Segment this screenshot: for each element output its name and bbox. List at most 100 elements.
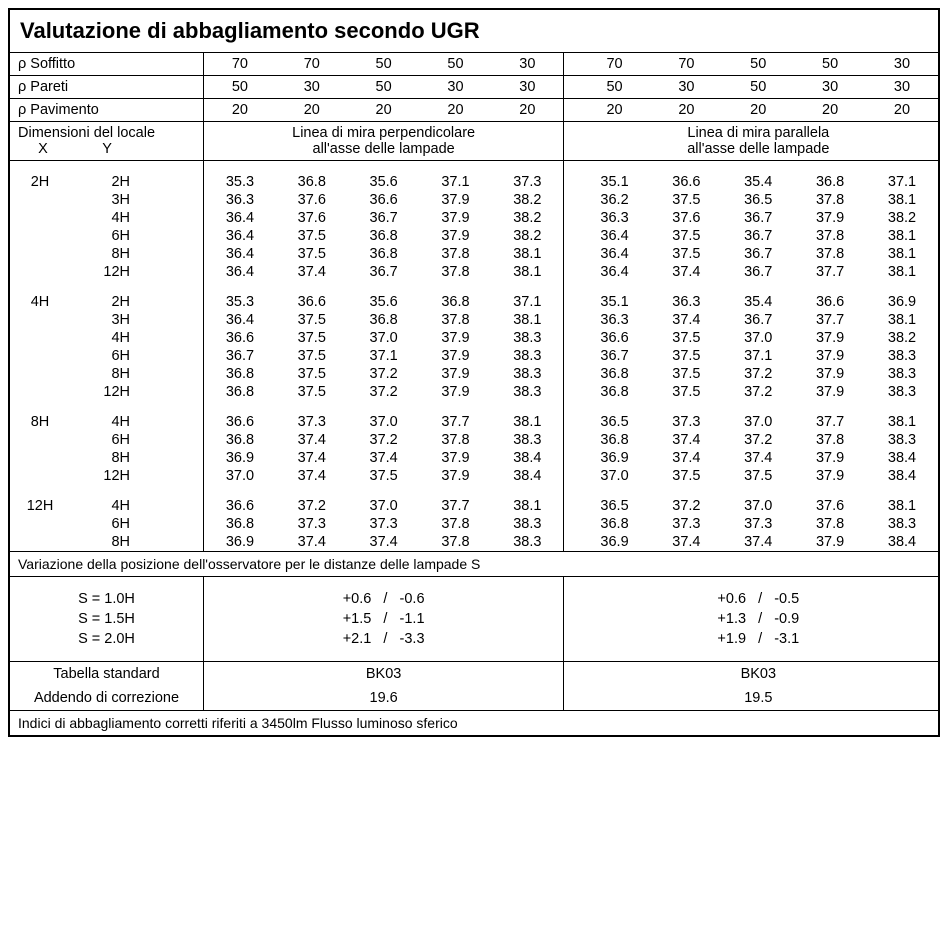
value-cell: 37.2 [348, 383, 420, 401]
gap [564, 401, 579, 413]
y-value: 12H [70, 468, 138, 484]
y-value: 6H [70, 228, 138, 244]
spacer [866, 161, 938, 174]
value-cell: 37.2 [722, 365, 794, 383]
par-line1: Linea di mira parallela [687, 125, 829, 141]
value-cell: 38.1 [491, 497, 563, 515]
value-cell: 36.6 [204, 497, 276, 515]
value-cell: 37.6 [276, 209, 348, 227]
spacer [276, 485, 348, 497]
spacer [204, 577, 276, 590]
data-row: 6H36.437.536.837.938.236.437.536.737.838… [10, 227, 938, 245]
value-cell: 37.8 [794, 191, 866, 209]
value-cell: 36.4 [204, 245, 276, 263]
cell: 20 [650, 99, 722, 122]
cell: 30 [866, 76, 938, 99]
data-row: 12H36.837.537.237.938.336.837.537.237.93… [10, 383, 938, 401]
value-cell: 36.7 [722, 311, 794, 329]
value-cell: 35.1 [579, 173, 651, 191]
y-value: 6H [70, 516, 138, 532]
spacer [10, 649, 204, 662]
value-cell: 37.9 [794, 383, 866, 401]
value-cell: 38.4 [866, 449, 938, 467]
spacer [794, 649, 866, 662]
value-cell: 37.9 [420, 329, 492, 347]
spacer [420, 577, 492, 590]
data-row: 8H36.837.537.237.938.336.837.537.237.938… [10, 365, 938, 383]
value-cell: 37.4 [276, 431, 348, 449]
gap [564, 347, 579, 365]
data-row: 12H36.437.436.737.838.136.437.436.737.73… [10, 263, 938, 281]
label-pavimento: ρ Pavimento [10, 99, 204, 122]
value-cell: 37.9 [420, 365, 492, 383]
value-cell: 35.6 [348, 173, 420, 191]
gap [564, 53, 579, 76]
value-standard-perp: BK03 [204, 662, 564, 687]
gap [564, 497, 579, 515]
par-line2: all'asse delle lampade [687, 141, 829, 157]
spacer [866, 577, 938, 590]
spacer [276, 577, 348, 590]
gap [564, 431, 579, 449]
data-row: 3H36.437.536.837.838.136.337.436.737.738… [10, 311, 938, 329]
value-cell: 36.5 [722, 191, 794, 209]
value-cell: 37.5 [276, 245, 348, 263]
row-label: 12H [10, 467, 204, 485]
value-cell: 37.7 [420, 413, 492, 431]
spacer [10, 401, 204, 413]
y-value: 4H [70, 210, 138, 226]
gap [564, 311, 579, 329]
value-cell: 37.5 [650, 365, 722, 383]
value-cell: 37.8 [420, 515, 492, 533]
s-row: S = 1.0H+0.6 / -0.6+0.6 / -0.5 [10, 589, 938, 609]
value-standard-par: BK03 [579, 662, 938, 687]
value-cell: 35.6 [348, 293, 420, 311]
data-row: 6H36.737.537.137.938.336.737.537.137.938… [10, 347, 938, 365]
row-label: 6H [10, 347, 204, 365]
value-cell: 37.2 [348, 365, 420, 383]
row-label: 6H [10, 431, 204, 449]
value-cell: 36.8 [204, 431, 276, 449]
value-cell: 37.1 [722, 347, 794, 365]
value-cell: 36.7 [722, 263, 794, 281]
spacer [276, 281, 348, 293]
s-perp: +1.5 / -1.1 [204, 609, 564, 629]
value-cell: 37.5 [348, 467, 420, 485]
footer-text: Indici di abbagliamento corretti riferit… [10, 711, 938, 736]
spacer [10, 281, 204, 293]
value-cell: 36.6 [650, 173, 722, 191]
value-cell: 36.7 [204, 347, 276, 365]
value-cell: 37.4 [650, 311, 722, 329]
value-cell: 37.8 [420, 311, 492, 329]
value-cell: 37.9 [794, 209, 866, 227]
row-label: 8H4H [10, 413, 204, 431]
value-cell: 36.4 [579, 263, 651, 281]
value-cell: 37.4 [276, 263, 348, 281]
value-cell: 37.0 [722, 329, 794, 347]
value-cell: 37.0 [204, 467, 276, 485]
spacer [348, 401, 420, 413]
value-cell: 36.6 [794, 293, 866, 311]
gap [564, 589, 579, 609]
row-correction: Addendo di correzione 19.6 19.5 [10, 686, 938, 711]
value-cell: 36.7 [722, 245, 794, 263]
y-value: 3H [70, 192, 138, 208]
gap [564, 263, 579, 281]
value-cell: 37.4 [276, 449, 348, 467]
spacer [348, 281, 420, 293]
s-perp: +2.1 / -3.3 [204, 629, 564, 649]
value-cell: 38.1 [491, 311, 563, 329]
value-cell: 37.8 [420, 431, 492, 449]
cell: 30 [491, 76, 563, 99]
spacer [650, 281, 722, 293]
row-label: 8H [10, 365, 204, 383]
cell: 30 [866, 53, 938, 76]
value-cell: 36.3 [579, 209, 651, 227]
cell: 20 [579, 99, 651, 122]
spacer [579, 161, 651, 174]
cell: 30 [794, 76, 866, 99]
cell: 70 [579, 53, 651, 76]
ugr-main-table: ρ Soffitto 70 70 50 50 30 70 70 50 50 30… [10, 53, 938, 735]
data-row: 8H36.937.437.437.938.436.937.437.437.938… [10, 449, 938, 467]
value-cell: 37.5 [650, 329, 722, 347]
